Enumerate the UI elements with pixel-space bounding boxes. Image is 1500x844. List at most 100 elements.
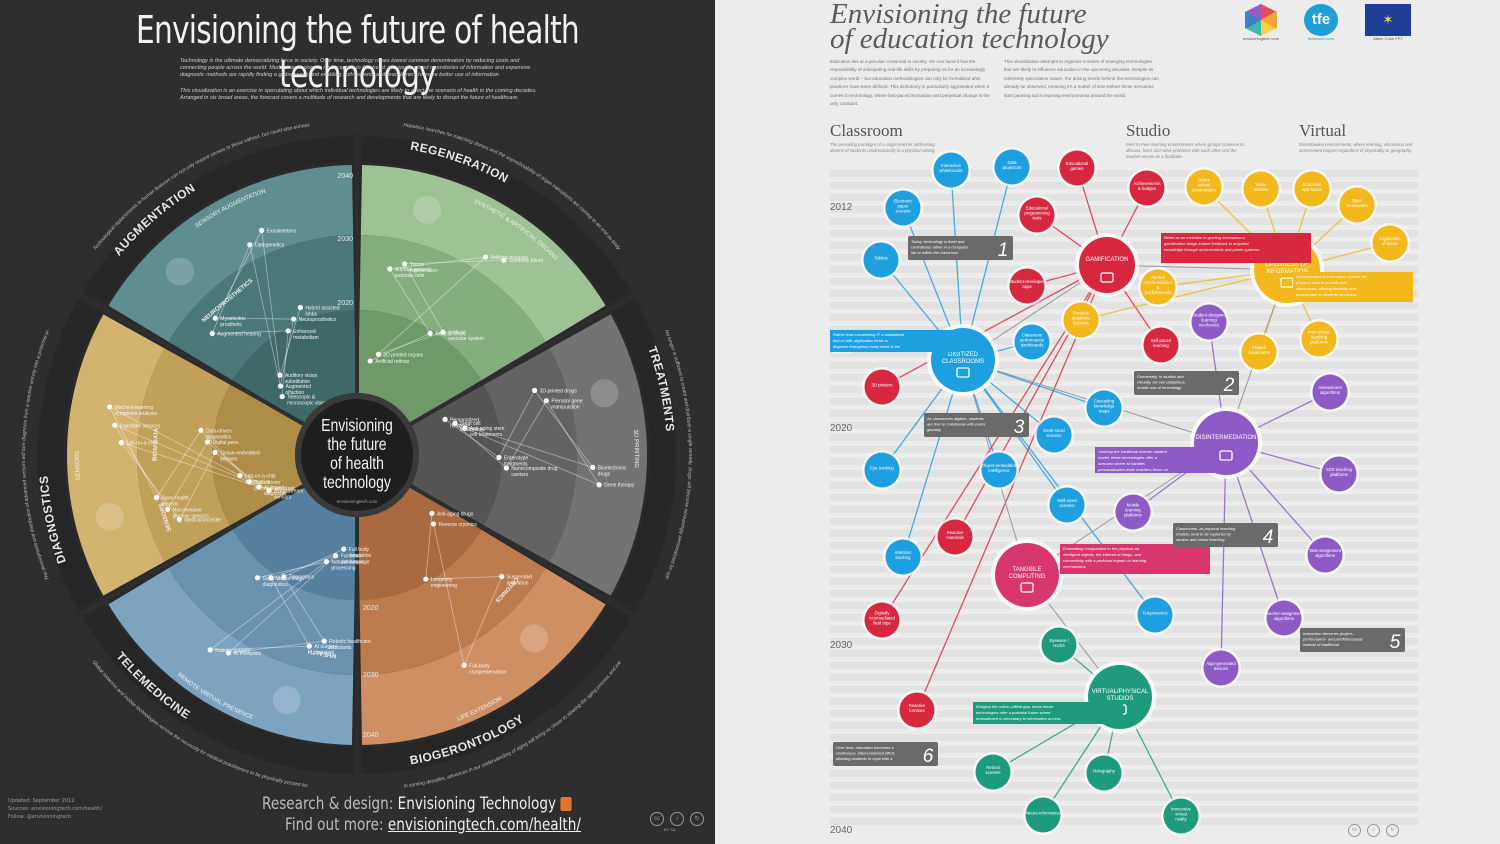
tech-dot [256,484,262,490]
sector-label-band [362,605,630,773]
logo-eu[interactable]: ✶ Marie Curie FP7 [1363,4,1413,41]
hub-note-box [1161,233,1311,263]
timeline-stripe [830,734,1418,741]
tech-node-label: Eyewear / HUDs [1049,638,1069,648]
tech-label: Open health records [161,496,188,508]
tech-node-label: Telepresence [1142,611,1168,616]
tech-link [214,452,270,491]
tech-label: Telescopic & microscopic vision [287,395,328,407]
callout-text: Over time, education becomes a continuous… [836,745,895,761]
tech-label: Tissue-embeddedsensors [220,451,260,463]
hub-note-text: Embedding computation to the physical vi… [1063,546,1147,569]
tech-node-label: Online school communities [1192,178,1216,193]
logo-envisioning-label: envisioningtech.com [1242,36,1280,41]
tech-label: Natural language processing [331,560,369,572]
callout-box [1173,523,1278,547]
tech-node-label: Data projectors [1003,160,1022,170]
edu-title-line-2: of education technology [830,23,1109,55]
tech-node-label: Student-designed learning mechanics [1192,313,1226,328]
hub-note-box [973,702,1123,724]
hub-note-box [1293,272,1413,302]
tech-link [454,422,593,468]
tech-label: 3D printed organs [383,352,423,358]
hub-icon [1020,582,1034,593]
tech-dot [501,257,507,263]
tech-node-red [1129,170,1165,206]
tech-node-purple [1115,494,1151,530]
tech-link [261,230,281,376]
tech-label: Artificial muscles [491,255,529,261]
flame-logo-icon [560,797,572,811]
logo-envisioning[interactable]: envisioningtech.com [1235,4,1287,41]
tech-node-label: Wall-sized screens [1057,498,1077,508]
tech-label: Data-driven diagnostics [206,428,232,440]
tech-link [546,400,600,485]
callout-number: 2 [1223,375,1235,396]
hub-note-text: Dissemination of information outside the… [1295,274,1368,297]
edu-license-badges: cc i ↻ [1348,824,1399,837]
tech-link [404,263,444,333]
tech-label: Robotic healthcare assistants [329,639,371,651]
sector-band [411,384,502,526]
callout-text: Instruction becomes project-, performance… [1302,631,1363,647]
tech-node-label: Self-paced learning [1151,338,1172,348]
tech-node-label: Holography [1093,769,1116,774]
callout-box [924,413,1029,437]
tech-dot [165,506,171,512]
tech-link [207,441,260,488]
timeline-stripe [830,650,1418,657]
tech-dot [323,559,330,565]
timeline-stripe [830,614,1418,621]
tech-dot [590,464,596,470]
tech-node-yellow [1186,169,1222,205]
tech-link [534,390,593,468]
col-classroom-desc: The prevailing paradigm of a single teac… [830,142,936,153]
tech-label: Enterotype treatments [504,455,528,467]
timeline-stripe [830,422,1418,429]
sector-band [232,486,356,600]
tech-dot [442,416,448,423]
tech-node-label: Mobile learning platforms [1124,503,1142,518]
tech-dot [266,487,272,494]
callout-box [833,742,938,766]
year-marker-bottom: 2040 [363,732,379,739]
tech-label: Gene-chip diagnostics [263,576,289,588]
credit: Research & design: Envisioning Technolog… [262,794,572,814]
tech-node-yellow [1294,171,1330,207]
tech-label: Telemetrics [289,575,315,581]
timeline-stripe [830,338,1418,345]
center-subtitle: envisioningtech.com [337,499,378,504]
tech-label: Augmented hearing [217,332,261,338]
year-marker-bottom: 2030 [363,672,379,679]
tech-label: Optogenetics [255,243,285,249]
tech-node-red [1019,197,1055,233]
tech-node-blue [933,152,969,188]
follow-link[interactable]: @envisioningtech [26,814,72,820]
logo-tfe[interactable]: tfe thesearch.com [1298,4,1344,41]
timeline-stripe [830,374,1418,381]
tech-node-label: Educational games [1066,161,1089,171]
tech-node-yellow [1063,302,1099,338]
tech-dot [254,575,261,581]
tech-link [228,640,325,654]
tech-dot [246,479,252,485]
callout-text: Conversely, in studios and virtually, we … [1137,374,1186,390]
tech-label: Artificial vascular system [448,330,484,342]
tech-link [464,427,600,486]
tech-link [283,576,325,642]
by-icon: i [670,812,684,826]
tech-node-label: Assessment algorithms [1318,385,1342,395]
tech-dot [204,439,211,445]
find-link[interactable]: envisioningtech.com/health/ [387,815,581,835]
tech-link [444,419,500,458]
network-link [1220,442,1227,669]
tech-dot [452,420,458,426]
sector-label-band [39,300,101,610]
tech-link [370,332,431,362]
tech-node-red [1009,268,1045,304]
tech-dot [237,473,243,479]
callout-number: 5 [1390,632,1401,653]
tech-node-label: Video lessons [1254,182,1269,192]
sources-link[interactable]: envisioningtech.com/health/ [31,806,103,812]
tech-dot [118,440,124,446]
